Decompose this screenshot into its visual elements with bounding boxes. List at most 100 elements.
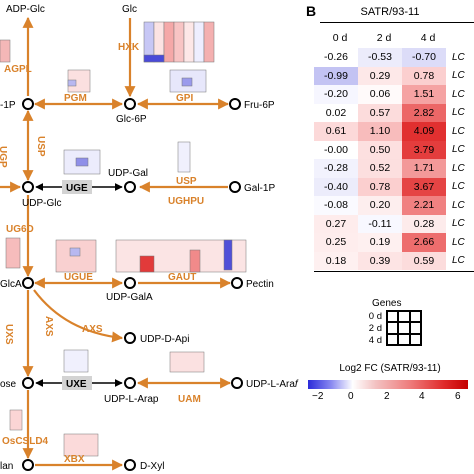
label-udp-l-arap: UDP-L-Arap (104, 394, 159, 405)
heatmap-row: -0.99 0.29 0.78 LC (314, 66, 474, 85)
heatmap-cell: 3.67 (402, 177, 446, 196)
column-header-0d: 0 d (332, 32, 348, 44)
fold-change-heatmap: -0.26 -0.53 -0.70 LC -0.99 0.29 0.78 LC -0.20 0.0… (314, 48, 474, 270)
legend-row-0d: 0 d (368, 311, 382, 322)
heatmap-uam (169, 351, 205, 373)
heatmap-ugp-2 (75, 157, 89, 167)
heatmap-cell: 0.06 (358, 85, 402, 104)
enzyme-gpi: GPI (176, 93, 193, 104)
node-udpglc (22, 181, 34, 193)
column-header-2d: 2 d (376, 32, 392, 44)
heatmap-usp (177, 141, 191, 173)
label-udp-l-araf: UDP-L-Araf (246, 379, 299, 390)
heatmap-row: -0.08 0.20 2.21 LC (314, 196, 474, 215)
heatmap-cell: 0.02 (314, 103, 358, 122)
heatmap-cell: -0.28 (314, 159, 358, 178)
heatmap-cell: 0.19 (358, 233, 402, 252)
heatmap-cell: 3.79 (402, 140, 446, 159)
heatmap-cell: -0.08 (314, 196, 358, 215)
enzyme-usp-right: USP (176, 176, 197, 187)
genes-legend-title: Genes (372, 298, 402, 309)
enzyme-usp-left: USP (35, 136, 46, 157)
heatmap-gaut-3 (189, 249, 201, 273)
enzyme-ugp: UGP (0, 146, 8, 168)
label-udp-gal: UDP-Gal (108, 168, 148, 179)
gene-label: LC (452, 125, 465, 137)
heatmap-cell: 0.78 (402, 66, 446, 85)
label-glca: GlcA (0, 279, 22, 290)
node-udplarap (124, 377, 136, 389)
panel-b: B SATR/93-11 0 d 2 d 4 d -0.26 -0.53 -0.70… (300, 0, 474, 474)
heatmap-hxk-4 (173, 21, 185, 63)
enzyme-uge: UGE (66, 183, 88, 194)
label-glc6p: Glc-6P (116, 114, 147, 125)
panel-letter: B (306, 3, 317, 19)
heatmap-cell: 0.27 (314, 214, 358, 233)
enzyme-axs-left: AXS (43, 316, 54, 337)
heatmap-row: -0.20 0.06 1.51 LC (314, 85, 474, 104)
node-fru6p (229, 98, 241, 110)
heatmap-hxk-5 (183, 21, 195, 63)
heatmap-uxe (63, 349, 89, 373)
label-d-xyl: D-Xyl (140, 461, 164, 472)
colorbar-tick: −2 (312, 391, 324, 402)
uxe-box (62, 376, 92, 390)
node-udplaraf (231, 377, 243, 389)
enzyme-xbx: XBX (64, 454, 85, 465)
heatmap-cell: -0.40 (314, 177, 358, 196)
colorbar (308, 380, 468, 389)
heatmap-cell: 0.18 (314, 251, 358, 270)
heatmap-cell: 0.59 (402, 251, 446, 270)
gene-label: LC (452, 107, 465, 119)
heatmap-cell: 1.10 (358, 122, 402, 141)
colorbar-tick: 6 (455, 391, 461, 402)
heatmap-row: -0.40 0.78 3.67 LC (314, 177, 474, 196)
enzyme-hxk: HXK (118, 42, 140, 53)
label-lan: lan (0, 461, 13, 472)
enzyme-ug6d: UG6D (6, 224, 34, 235)
heatmap-cell: -0.53 (358, 48, 402, 67)
heatmap-oscsld4 (9, 409, 23, 431)
gene-label: LC (452, 51, 465, 63)
heatmap-cell: -0.20 (314, 85, 358, 104)
node-glca (22, 277, 34, 289)
enzyme-ughpu: UGHPU (168, 196, 204, 207)
heatmap-hxk-8 (143, 54, 165, 63)
enzyme-gaut: GAUT (168, 272, 196, 283)
gene-label: LC (452, 144, 465, 156)
heatmap-hxk-7 (203, 21, 215, 63)
heatmap-row: 0.25 0.19 2.66 LC (314, 233, 474, 252)
heatmap-row: -0.28 0.52 1.71 LC (314, 159, 474, 178)
heatmap-hxk-6 (193, 21, 205, 63)
heatmap-cell: -0.11 (358, 214, 402, 233)
column-header-4d: 4 d (420, 32, 436, 44)
heatmap-xbx (63, 433, 99, 457)
uge-box (62, 180, 92, 194)
node-lan (22, 459, 34, 471)
node-pectin (231, 277, 243, 289)
label-gal1p: Gal-1P (244, 183, 275, 194)
gene-label: LC (452, 236, 465, 248)
heatmap-pgm-2 (67, 79, 77, 87)
title-rule (320, 22, 474, 23)
heatmap-cell: 0.39 (358, 251, 402, 270)
enzyme-uam: UAM (178, 394, 201, 405)
heatmap-ug6d (5, 237, 21, 269)
enzyme-axs: AXS (82, 324, 103, 335)
label-udp-d-api: UDP-D-Api (140, 334, 189, 345)
label-pectin: Pectin (246, 279, 274, 290)
heatmap-cell: 0.20 (358, 196, 402, 215)
gene-label: LC (452, 70, 465, 82)
heatmap-cell: 2.82 (402, 103, 446, 122)
heatmap-hxk-3 (163, 21, 175, 63)
heatmap-cell: 1.51 (402, 85, 446, 104)
label-glc1p: -1P (0, 100, 16, 111)
enzyme-pgm: PGM (64, 93, 87, 104)
enzyme-oscsld4: OsCSLD4 (2, 436, 49, 447)
pathway-diagram: ADP-Glc Glc -1P Glc-6P Fru-6P UDP-Glc UD… (0, 4, 299, 472)
enzyme-uxs: UXS (3, 324, 14, 345)
enzyme-ugue: UGUE (64, 272, 93, 283)
heatmap-row: -0.26 -0.53 -0.70 LC (314, 48, 474, 67)
heatmap-gaut-2 (139, 255, 155, 273)
colorbar-tick: 2 (384, 391, 390, 402)
